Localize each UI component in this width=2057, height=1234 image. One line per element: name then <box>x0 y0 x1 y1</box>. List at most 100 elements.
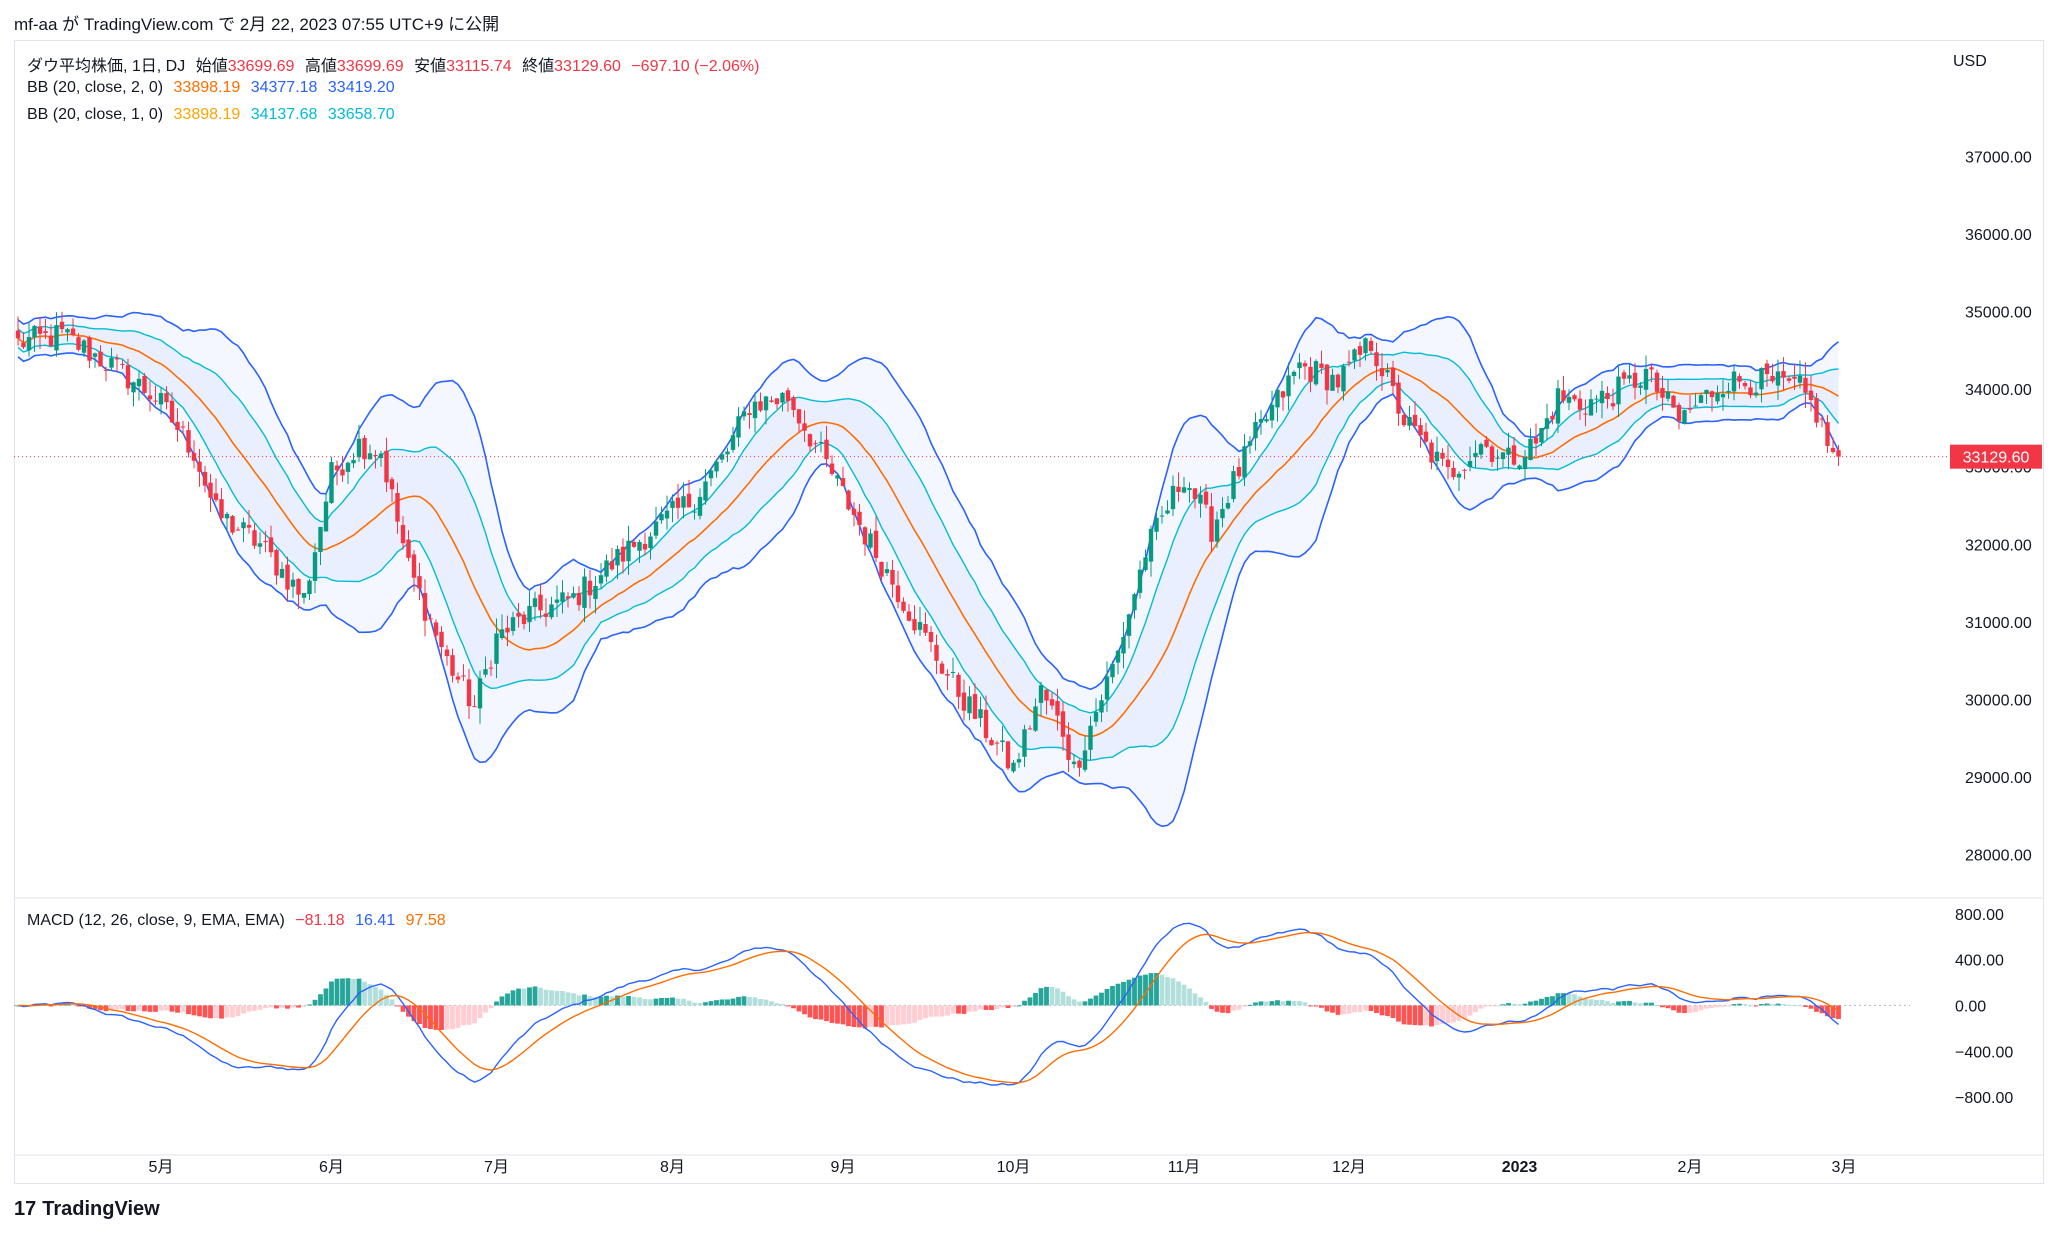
macd-histogram-bar <box>510 990 516 1006</box>
macd-histogram-bar <box>1671 1005 1676 1011</box>
candle-body <box>813 443 818 445</box>
macd-histogram-bar <box>857 1005 862 1028</box>
macd-histogram-bar <box>444 1005 450 1030</box>
macd-histogram-bar <box>1550 996 1555 1006</box>
macd-histogram-bar <box>389 999 395 1006</box>
candle-body <box>1423 431 1429 442</box>
candle-body <box>703 481 708 501</box>
candle-body <box>400 525 406 544</box>
macd-histogram-bar <box>1077 1001 1082 1006</box>
candle-body <box>796 409 802 424</box>
candle-body <box>461 675 466 677</box>
candle-body <box>1572 395 1577 400</box>
macd-histogram-bar <box>1484 1005 1489 1007</box>
macd-histogram-bar <box>752 997 758 1006</box>
macd-histogram-bar <box>1066 996 1071 1006</box>
macd-histogram-bar <box>895 1005 901 1025</box>
macd-histogram-bar <box>1044 986 1049 1006</box>
macd-histogram-bar <box>1000 1005 1005 1008</box>
macd-histogram-bar <box>961 1005 967 1014</box>
candle-body <box>1836 450 1841 457</box>
macd-histogram-bar <box>692 1002 697 1006</box>
macd-histogram-bar <box>620 996 626 1006</box>
macd-histogram-bar <box>1220 1005 1225 1013</box>
candle-body <box>692 511 697 513</box>
candle-body <box>1830 447 1836 452</box>
low-label: 安値 <box>414 58 447 75</box>
candle-body <box>202 471 208 486</box>
time-tick-label: 12月 <box>1332 1159 1366 1176</box>
time-tick-label: 2月 <box>1678 1159 1703 1176</box>
candle-body <box>884 569 890 573</box>
candle-body <box>1363 338 1368 354</box>
macd-histogram-bar <box>268 1005 274 1008</box>
time-tick-label: 2023 <box>1502 1159 1538 1176</box>
macd-histogram-bar <box>1682 1005 1687 1014</box>
macd-histogram-bar <box>1511 1003 1517 1006</box>
candle-body <box>43 331 48 333</box>
bb-upper-1sd-line <box>17 324 1839 714</box>
candle-body <box>620 546 626 562</box>
macd-histogram-bar <box>1687 1005 1693 1013</box>
macd-histogram-bar <box>191 1005 197 1016</box>
macd-histogram-bar <box>1594 999 1599 1006</box>
macd-histogram-bar <box>670 997 675 1006</box>
macd-histogram-bar <box>1137 975 1143 1006</box>
macd-histogram-bar <box>158 1005 164 1011</box>
candle-body <box>1198 494 1203 504</box>
macd-histogram-bar <box>318 994 323 1006</box>
macd-histogram-bar <box>1088 998 1093 1006</box>
macd-histogram-bar <box>730 998 736 1006</box>
candle-body <box>1451 467 1456 477</box>
candle-body <box>466 679 472 707</box>
macd-histogram-bar <box>516 988 521 1006</box>
candle-body <box>1011 762 1016 772</box>
macd-histogram-bar <box>901 1005 906 1025</box>
candle-body <box>1104 676 1110 700</box>
bb1-basis: 33898.19 <box>173 79 241 96</box>
price-tick-label: 36000.00 <box>1965 227 2032 244</box>
candle-body <box>433 622 439 636</box>
macd-histogram-bar <box>147 1005 153 1012</box>
tradingview-footer[interactable]: 17 TradingView <box>14 1198 160 1221</box>
candle-body <box>1517 465 1522 469</box>
macd-histogram-bar <box>142 1005 147 1012</box>
macd-histogram-bar <box>708 1001 714 1006</box>
macd-histogram-bar <box>1566 993 1572 1006</box>
close-label: 終値 <box>522 58 555 75</box>
macd-histogram-bar <box>1583 998 1588 1006</box>
candle-body <box>1528 438 1533 461</box>
macd-histogram-bar <box>164 1005 169 1011</box>
macd-histogram-bar <box>257 1005 263 1010</box>
macd-histogram-bar <box>1126 979 1132 1006</box>
time-tick-label: 8月 <box>660 1159 685 1176</box>
macd-histogram-bar <box>714 1000 719 1006</box>
candle-body <box>428 618 433 620</box>
candle-body <box>169 400 175 423</box>
candle-body <box>1775 371 1781 386</box>
candle-body <box>1660 387 1665 398</box>
price-tick-label: 31000.00 <box>1965 615 2032 632</box>
candle-body <box>103 369 109 371</box>
candle-body <box>1489 446 1495 462</box>
macd-histogram-bar <box>571 993 576 1006</box>
macd-histogram-bar <box>1115 983 1121 1006</box>
candle-body <box>1286 375 1291 397</box>
macd-histogram-bar <box>1071 999 1077 1006</box>
candle-body <box>1506 447 1511 455</box>
candle-body <box>1143 557 1148 571</box>
macd-histogram-bar <box>681 998 686 1006</box>
macd-histogram-bar <box>1363 1005 1368 1011</box>
time-tick-label: 6月 <box>319 1159 344 1176</box>
candle-body <box>488 667 494 669</box>
candle-body <box>1704 389 1709 394</box>
macd-histogram-bar <box>125 1005 131 1012</box>
candle-body <box>1665 391 1671 399</box>
macd-histogram-bar <box>549 990 554 1006</box>
candle-body <box>730 435 736 450</box>
candle-body <box>1016 759 1022 763</box>
macd-histogram-bar <box>1759 1004 1764 1006</box>
candle-body <box>1478 444 1484 455</box>
candle-body <box>604 560 609 577</box>
